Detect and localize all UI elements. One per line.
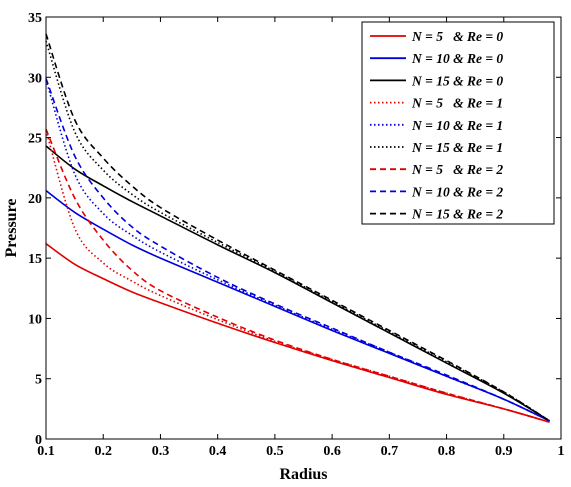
y-tick-label: 0: [35, 433, 42, 448]
legend-entry-7: N = 5 & Re = 2: [411, 162, 503, 177]
x-tick-label: 0.7: [381, 444, 399, 459]
legend-entry-9: N = 15 & Re = 2: [411, 207, 503, 222]
x-tick-label: 0.6: [323, 444, 341, 459]
plot-frame: [45, 16, 562, 440]
x-tick-label: 1: [558, 444, 565, 459]
series-line-4: [45, 130, 550, 423]
x-axis-title: Radius: [279, 466, 327, 483]
y-tick-label: 25: [28, 132, 42, 147]
y-tick-label: 30: [28, 71, 42, 86]
legend-entry-2: N = 10 & Re = 0: [411, 51, 503, 66]
x-tick-label: 0.3: [152, 444, 170, 459]
series-line-7: [45, 128, 550, 423]
y-tick-label: 20: [28, 192, 42, 207]
legend-entry-4: N = 5 & Re = 1: [411, 96, 503, 111]
x-tick-label: 0.2: [94, 444, 112, 459]
series-line-9: [45, 33, 550, 422]
legend-entry-1: N = 5 & Re = 0: [411, 29, 503, 44]
series-line-5: [45, 79, 550, 422]
legend-entry-5: N = 10 & Re = 1: [411, 118, 503, 133]
y-tick-label: 10: [28, 312, 42, 327]
series-layer: [45, 33, 550, 423]
y-axis-title: Pressure: [3, 199, 20, 258]
series-line-2: [45, 189, 550, 422]
x-tick-label: 0.8: [438, 444, 456, 459]
y-tick-label: 5: [35, 373, 42, 388]
series-line-6: [45, 40, 550, 422]
legend-entry-3: N = 15 & Re = 0: [411, 73, 503, 88]
legend-entry-8: N = 10 & Re = 2: [411, 184, 503, 199]
x-tick-label: 0.5: [266, 444, 284, 459]
x-tick-label: 0.4: [209, 444, 227, 459]
legend-entry-6: N = 15 & Re = 1: [411, 140, 503, 155]
series-line-8: [45, 78, 550, 422]
x-tick-label: 0.1: [37, 444, 55, 459]
series-line-1: [45, 243, 550, 423]
y-tick-label: 35: [28, 11, 42, 26]
x-tick-label: 0.9: [495, 444, 513, 459]
ticks-layer: 0.1 0.2 0.3 0.4 0.5 0.6 0.7 0.8 0.9 1051015202530…: [28, 11, 565, 459]
y-tick-label: 15: [28, 252, 42, 267]
legend-box: [361, 21, 555, 225]
legend: N = 5 & Re = 0 N = 10 & Re = 0 N = 15 & Re…: [361, 21, 555, 225]
series-line-3: [45, 145, 550, 422]
